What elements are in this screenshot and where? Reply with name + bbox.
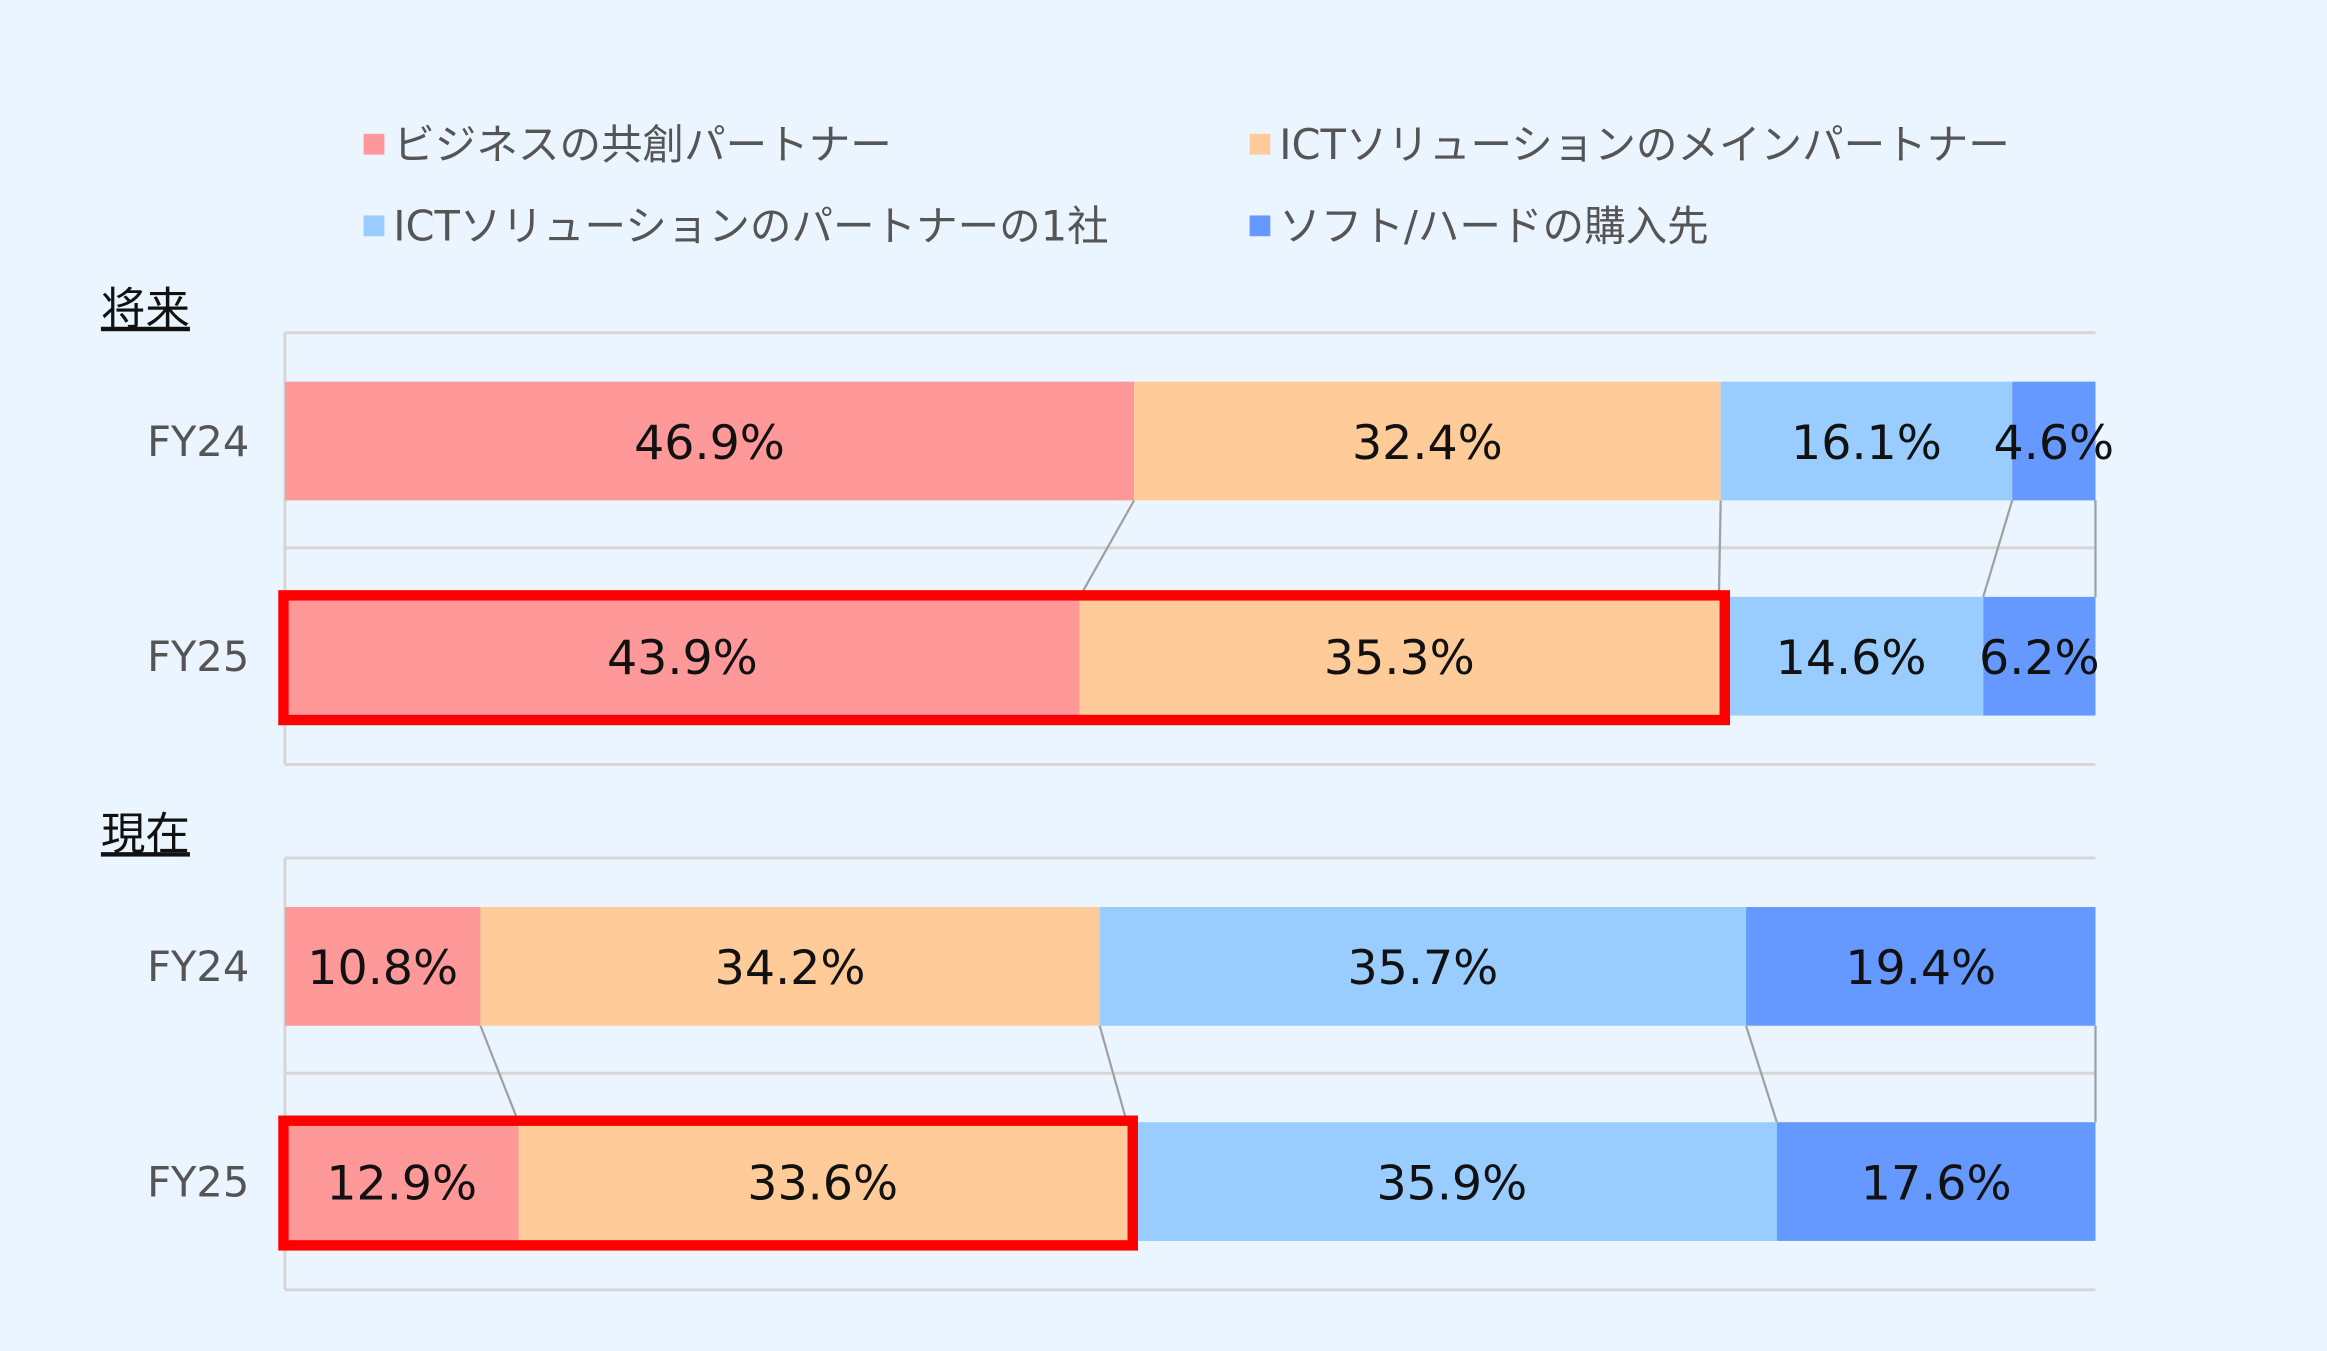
legend-label: ICTソリューションのメインパートナー — [1279, 120, 2010, 169]
bar-segment — [1134, 381, 1721, 501]
series-line — [1982, 500, 2014, 598]
data-label: 10.8% — [307, 941, 458, 996]
legend-label: ソフト/ハードの購入先 — [1279, 202, 1708, 251]
bar-segment — [1720, 381, 2013, 501]
legend-label: ビジネスの共創パートナー — [393, 120, 892, 169]
bar-segment — [1746, 907, 2096, 1026]
series-line — [1744, 1025, 1778, 1123]
data-label: 32.4% — [1352, 416, 1503, 471]
series-line — [1717, 500, 1722, 597]
bar-segment — [1126, 1122, 1777, 1241]
data-label: 46.9% — [634, 416, 785, 471]
bar-segment — [1079, 596, 1719, 716]
data-label: 14.6% — [1776, 631, 1927, 686]
data-label: 17.6% — [1861, 1156, 2012, 1211]
bar-segment — [1718, 596, 1984, 716]
plot-area: 将来 FY24 46.9% 32.4% 16.1% 4.6% FY25 43.9% 35.3% 1… — [101, 284, 2115, 1292]
bar-segment — [284, 1122, 519, 1241]
data-label: 43.9% — [607, 631, 758, 686]
legend-swatch — [1249, 215, 1271, 237]
data-label: 19.4% — [1845, 941, 1996, 996]
category-label: FY25 — [147, 1157, 249, 1206]
bar-segment — [1776, 1122, 2096, 1241]
legend: ビジネスの共創パートナー ICTソリューションのメインパートナー ICTソリューショ… — [363, 120, 2010, 251]
bar-segment — [518, 1122, 1127, 1241]
bar-segment — [284, 381, 1135, 501]
highlight-box — [278, 590, 1731, 726]
data-label: 35.3% — [1324, 631, 1475, 686]
legend-swatch — [363, 133, 385, 155]
legend-swatch — [1249, 133, 1271, 155]
bar-segment — [1983, 596, 2096, 716]
group-2: 現在 FY24 10.8% 34.2% 35.7% 19.4% FY25 12.9% 33.6%… — [101, 809, 2097, 1292]
series-line — [479, 1025, 520, 1123]
data-label: 34.2% — [715, 941, 866, 996]
data-label: 6.2% — [1979, 631, 2100, 686]
legend-swatch — [363, 215, 385, 237]
data-label: 35.9% — [1376, 1156, 1527, 1211]
group-1: 将来 FY24 46.9% 32.4% 16.1% 4.6% FY25 43.9% 35.3% 1… — [101, 284, 2115, 767]
category-label: FY24 — [147, 942, 249, 991]
category-label: FY24 — [147, 417, 249, 466]
series-line — [1078, 499, 1136, 598]
group-title: 将来 — [101, 284, 190, 335]
legend-label: ICTソリューションのパートナーの1社 — [393, 202, 1108, 251]
group-title: 現在 — [101, 809, 190, 860]
data-label: 4.6% — [1994, 416, 2115, 471]
bar-segment — [284, 907, 481, 1026]
data-label: 33.6% — [747, 1156, 898, 1211]
bar-segment — [480, 907, 1100, 1026]
bar-segment — [1099, 907, 1747, 1026]
highlight-box — [278, 1115, 1138, 1251]
data-label: 12.9% — [326, 1156, 477, 1211]
data-label: 16.1% — [1791, 416, 1942, 471]
series-line — [1098, 1025, 1128, 1123]
category-label: FY25 — [147, 632, 249, 681]
bar-segment — [284, 596, 1080, 716]
data-label: 35.7% — [1347, 941, 1498, 996]
bar-segment — [2012, 381, 2096, 501]
